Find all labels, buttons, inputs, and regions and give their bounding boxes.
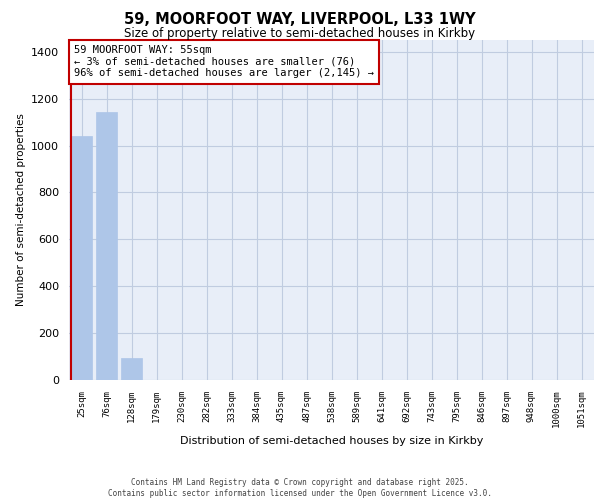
Y-axis label: Number of semi-detached properties: Number of semi-detached properties xyxy=(16,114,26,306)
Bar xyxy=(71,136,92,380)
Bar xyxy=(121,358,142,380)
Text: 59, MOORFOOT WAY, LIVERPOOL, L33 1WY: 59, MOORFOOT WAY, LIVERPOOL, L33 1WY xyxy=(124,12,476,28)
Text: Contains HM Land Registry data © Crown copyright and database right 2025.
Contai: Contains HM Land Registry data © Crown c… xyxy=(108,478,492,498)
Text: 59 MOORFOOT WAY: 55sqm
← 3% of semi-detached houses are smaller (76)
96% of semi: 59 MOORFOOT WAY: 55sqm ← 3% of semi-deta… xyxy=(74,45,374,78)
X-axis label: Distribution of semi-detached houses by size in Kirkby: Distribution of semi-detached houses by … xyxy=(180,436,483,446)
Text: Size of property relative to semi-detached houses in Kirkby: Size of property relative to semi-detach… xyxy=(124,28,476,40)
Bar xyxy=(96,112,117,380)
